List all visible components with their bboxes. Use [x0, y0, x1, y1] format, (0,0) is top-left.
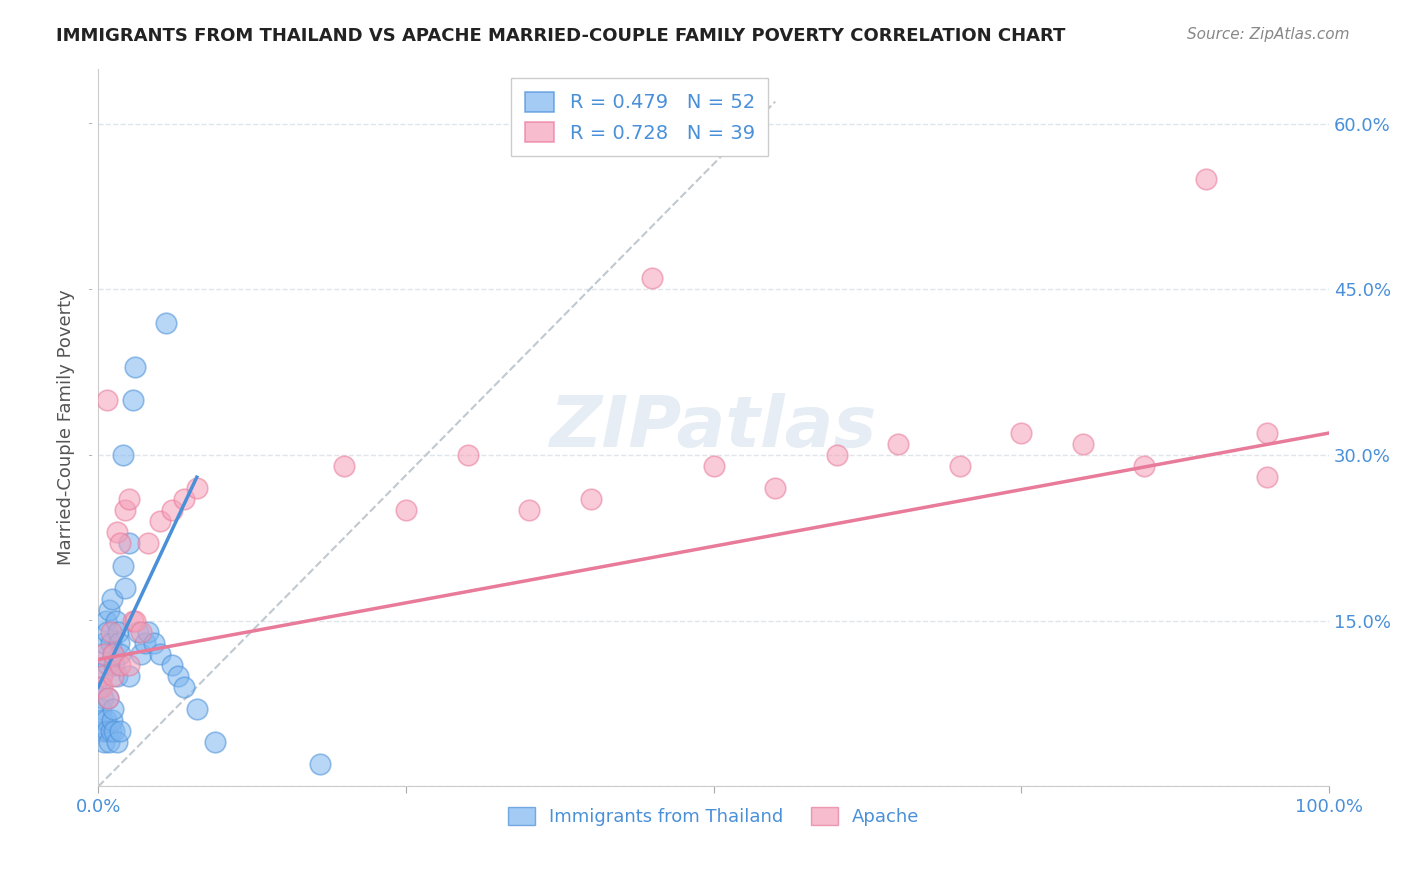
- Point: [100, 624, 122, 639]
- Point: [517, 503, 540, 517]
- Point: [91, 713, 114, 727]
- Point: [136, 624, 159, 639]
- Point: [114, 581, 136, 595]
- Point: [949, 459, 972, 474]
- Point: [160, 657, 183, 672]
- Point: [136, 536, 159, 550]
- Point: [641, 271, 664, 285]
- Point: [579, 492, 602, 507]
- Point: [110, 536, 132, 550]
- Point: [101, 713, 124, 727]
- Point: [101, 647, 124, 661]
- Point: [173, 492, 195, 507]
- Point: [703, 459, 725, 474]
- Point: [127, 624, 149, 639]
- Point: [204, 735, 226, 749]
- Point: [91, 691, 114, 706]
- Point: [763, 481, 786, 495]
- Point: [101, 647, 124, 661]
- Point: [103, 657, 125, 672]
- Point: [100, 724, 122, 739]
- Point: [333, 459, 356, 474]
- Point: [1256, 470, 1278, 484]
- Point: [155, 316, 177, 330]
- Point: [167, 669, 190, 683]
- Point: [105, 669, 128, 683]
- Point: [186, 702, 208, 716]
- Point: [118, 657, 141, 672]
- Point: [103, 724, 125, 739]
- Point: [121, 614, 143, 628]
- Point: [108, 636, 131, 650]
- Point: [134, 636, 156, 650]
- Point: [93, 636, 115, 650]
- Point: [107, 624, 129, 639]
- Point: [114, 503, 136, 517]
- Point: [173, 680, 195, 694]
- Point: [91, 669, 114, 683]
- Point: [1010, 425, 1032, 440]
- Point: [1071, 437, 1094, 451]
- Y-axis label: Married-Couple Family Poverty: Married-Couple Family Poverty: [58, 290, 75, 566]
- Point: [149, 515, 172, 529]
- Point: [395, 503, 418, 517]
- Point: [97, 657, 120, 672]
- Point: [149, 647, 172, 661]
- Point: [90, 702, 112, 716]
- Point: [91, 680, 114, 694]
- Point: [186, 481, 208, 495]
- Point: [111, 448, 134, 462]
- Point: [98, 603, 121, 617]
- Point: [110, 724, 132, 739]
- Point: [101, 702, 124, 716]
- Point: [94, 614, 117, 628]
- Point: [124, 614, 146, 628]
- Text: IMMIGRANTS FROM THAILAND VS APACHE MARRIED-COUPLE FAMILY POVERTY CORRELATION CHA: IMMIGRANTS FROM THAILAND VS APACHE MARRI…: [56, 27, 1066, 45]
- Point: [160, 503, 183, 517]
- Point: [93, 735, 115, 749]
- Point: [887, 437, 910, 451]
- Point: [100, 636, 122, 650]
- Legend: Immigrants from Thailand, Apache: Immigrants from Thailand, Apache: [499, 797, 928, 835]
- Point: [91, 724, 114, 739]
- Point: [121, 392, 143, 407]
- Point: [96, 392, 118, 407]
- Point: [1256, 425, 1278, 440]
- Point: [97, 691, 120, 706]
- Point: [1133, 459, 1156, 474]
- Point: [131, 624, 153, 639]
- Point: [94, 713, 117, 727]
- Point: [457, 448, 479, 462]
- Point: [111, 558, 134, 573]
- Text: Source: ZipAtlas.com: Source: ZipAtlas.com: [1187, 27, 1350, 42]
- Point: [89, 680, 111, 694]
- Point: [96, 624, 118, 639]
- Point: [90, 669, 112, 683]
- Point: [96, 724, 118, 739]
- Point: [118, 669, 141, 683]
- Point: [98, 735, 121, 749]
- Point: [825, 448, 848, 462]
- Point: [101, 591, 124, 606]
- Point: [101, 669, 124, 683]
- Text: ZIPatlas: ZIPatlas: [550, 393, 877, 462]
- Point: [308, 757, 330, 772]
- Point: [110, 647, 132, 661]
- Point: [118, 492, 141, 507]
- Point: [104, 614, 127, 628]
- Point: [124, 359, 146, 374]
- Point: [105, 525, 128, 540]
- Point: [105, 735, 128, 749]
- Point: [131, 647, 153, 661]
- Point: [97, 691, 120, 706]
- Point: [110, 657, 132, 672]
- Point: [118, 536, 141, 550]
- Point: [142, 636, 165, 650]
- Point: [91, 647, 114, 661]
- Point: [93, 647, 115, 661]
- Point: [1195, 172, 1218, 186]
